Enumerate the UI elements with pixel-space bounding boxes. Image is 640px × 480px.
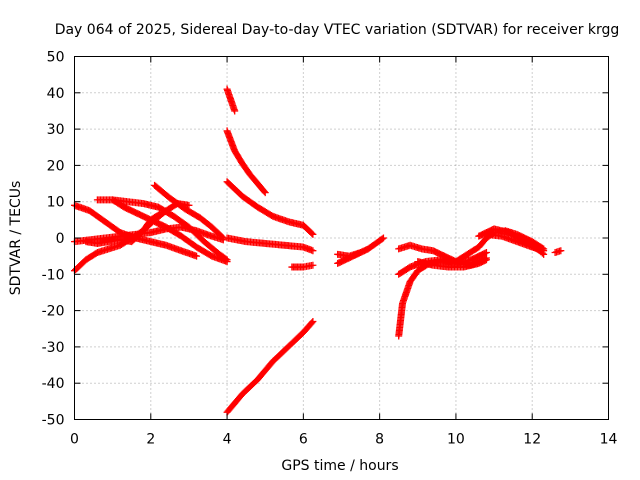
- y-tick-label: -10: [42, 267, 65, 283]
- series-arc-19: [414, 256, 490, 271]
- series-arc-7: [151, 181, 227, 242]
- x-tick-label: 4: [223, 432, 232, 448]
- data-point: [158, 209, 166, 217]
- series-arc-8: [223, 85, 239, 115]
- data-points: [71, 85, 565, 416]
- trail-marker: [308, 229, 316, 237]
- data-point: [231, 107, 239, 115]
- chart-title: Day 064 of 2025, Sidereal Day-to-day VTE…: [55, 22, 620, 38]
- series-arc-13: [288, 261, 317, 271]
- x-tick-label: 2: [146, 432, 155, 448]
- data-point: [357, 249, 365, 257]
- x-axis-label: GPS time / hours: [281, 458, 398, 474]
- data-point: [309, 317, 317, 325]
- data-point: [482, 256, 490, 264]
- y-tick-label: 40: [47, 86, 65, 102]
- y-axis-label: SDTVAR / TECUs: [8, 181, 24, 296]
- trail-marker: [308, 319, 316, 327]
- data-point: [482, 249, 490, 257]
- trail-marker: [260, 187, 268, 195]
- data-point: [309, 230, 317, 238]
- data-point: [309, 261, 317, 269]
- data-point: [261, 189, 269, 197]
- y-tick-label: -20: [42, 304, 65, 320]
- series-arc-12: [223, 234, 317, 255]
- data-point: [193, 252, 201, 260]
- y-tick-label: -40: [42, 376, 65, 392]
- data-point: [540, 247, 548, 255]
- trail-marker: [157, 209, 165, 217]
- series-arc-15: [334, 249, 365, 260]
- y-tick-label: 10: [47, 195, 65, 211]
- y-tick-label: 50: [47, 50, 65, 66]
- data-point: [557, 247, 565, 255]
- y-tick-label: -30: [42, 340, 65, 356]
- series-arc-10: [223, 178, 317, 238]
- y-tick-label: 20: [47, 158, 65, 174]
- y-tick-label: -50: [42, 413, 65, 429]
- x-tick-label: 10: [447, 432, 465, 448]
- series-arc-5: [109, 196, 231, 266]
- series-arc-4: [93, 196, 231, 264]
- axis-ticks: 0 2 4 6 8 10 12 14 -50 -40 -30 -20 -10 0 10 20 30 40 50: [42, 50, 618, 448]
- data-point: [309, 247, 317, 255]
- x-tick-label: 0: [70, 432, 79, 448]
- series-arc-6: [82, 209, 166, 247]
- x-tick-label: 8: [375, 432, 384, 448]
- y-tick-label: 30: [47, 122, 65, 138]
- trail-marker: [218, 233, 226, 241]
- x-tick-label: 14: [600, 432, 618, 448]
- trail-marker: [378, 235, 386, 243]
- data-point: [379, 234, 387, 242]
- grid: [74, 56, 609, 420]
- series-arc-18: [395, 241, 460, 266]
- series-arc-23: [551, 247, 565, 257]
- series-arc-9: [223, 127, 269, 197]
- series-arc-22: [482, 230, 548, 255]
- data-point: [185, 201, 193, 209]
- y-tick-label: 0: [56, 231, 65, 247]
- x-tick-label: 6: [299, 432, 308, 448]
- data-point: [223, 258, 231, 266]
- series-arc-11: [223, 317, 317, 416]
- x-tick-label: 12: [523, 432, 541, 448]
